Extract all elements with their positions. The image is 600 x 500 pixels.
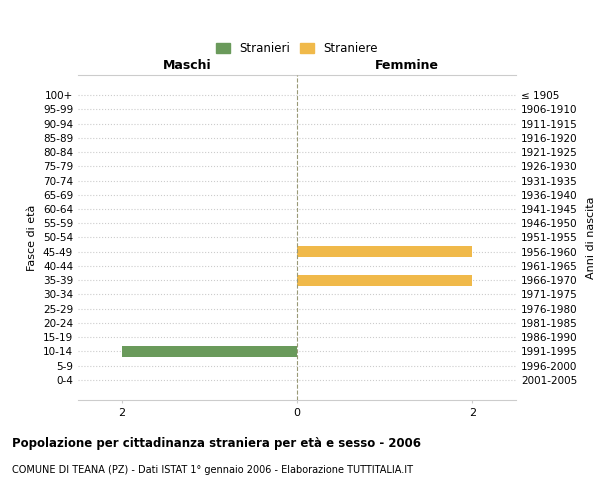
Y-axis label: Anni di nascita: Anni di nascita [586, 196, 596, 279]
Text: Popolazione per cittadinanza straniera per età e sesso - 2006: Popolazione per cittadinanza straniera p… [12, 438, 421, 450]
Legend: Stranieri, Straniere: Stranieri, Straniere [212, 38, 382, 58]
Y-axis label: Fasce di età: Fasce di età [28, 204, 37, 270]
Text: COMUNE DI TEANA (PZ) - Dati ISTAT 1° gennaio 2006 - Elaborazione TUTTITALIA.IT: COMUNE DI TEANA (PZ) - Dati ISTAT 1° gen… [12, 465, 413, 475]
Text: Maschi: Maschi [163, 58, 212, 71]
Bar [297, 246, 472, 257]
Bar [297, 275, 472, 285]
Bar [122, 346, 297, 356]
Text: Femmine: Femmine [374, 58, 439, 71]
